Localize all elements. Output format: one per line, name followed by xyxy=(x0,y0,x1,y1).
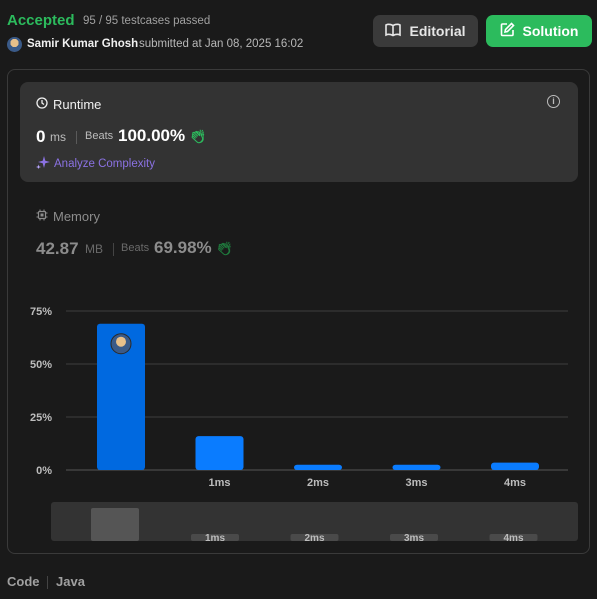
memory-title-text: Memory xyxy=(53,209,100,224)
clock-icon xyxy=(36,97,48,112)
overview-bar xyxy=(390,534,438,541)
testcases-passed: 95 / 95 testcases passed xyxy=(83,15,211,27)
editorial-button[interactable]: Editorial xyxy=(373,15,478,47)
runtime-unit: ms xyxy=(50,130,66,144)
runtime-beats-value: 100.00% 👏︎ xyxy=(118,126,206,146)
overview-label: 4ms xyxy=(503,533,523,544)
y-tick-label: 50% xyxy=(30,359,52,371)
submission-status: Accepted xyxy=(7,12,75,29)
analyze-label: Analyze Complexity xyxy=(54,157,155,170)
memory-beats-label: Beats xyxy=(121,242,150,254)
y-tick-label: 75% xyxy=(30,306,52,318)
memory-title[interactable]: Memory xyxy=(36,209,100,224)
distribution-bar xyxy=(491,462,539,470)
distribution-bar xyxy=(392,464,441,470)
user-avatar-face xyxy=(116,336,126,347)
runtime-beats-text: 100.00% xyxy=(118,126,186,145)
clap-icon: 👏︎ xyxy=(189,129,207,144)
runtime-value: 0 xyxy=(36,127,46,146)
chip-icon xyxy=(36,209,48,224)
book-icon xyxy=(385,23,402,40)
solution-label: Solution xyxy=(522,23,579,39)
x-tick-label: 3ms xyxy=(405,477,427,489)
submitted-at: submitted at Jan 08, 2025 16:02 xyxy=(139,38,304,50)
author-name[interactable]: Samir Kumar Ghosh xyxy=(27,38,139,50)
author-avatar[interactable] xyxy=(7,37,22,52)
range-selector xyxy=(51,502,578,541)
divider xyxy=(76,131,77,144)
edit-icon xyxy=(500,22,515,40)
sparkle-icon xyxy=(36,155,50,172)
memory-unit: MB xyxy=(85,242,103,256)
clap-icon: 👏︎ xyxy=(216,241,233,256)
divider xyxy=(47,576,48,589)
range-selector-handle xyxy=(91,508,139,541)
distribution-bar xyxy=(97,323,145,470)
overview-bar xyxy=(290,534,339,541)
info-icon[interactable]: i xyxy=(547,95,560,108)
distribution-bar xyxy=(195,436,244,470)
result-panel xyxy=(7,69,590,554)
overview-bar xyxy=(191,534,239,541)
memory-beats-text: 69.98% xyxy=(154,238,212,257)
distribution-bar xyxy=(294,464,342,470)
runtime-title-text: Runtime xyxy=(53,97,102,112)
memory-value: 42.87 xyxy=(36,239,79,258)
runtime-card[interactable] xyxy=(20,82,578,182)
y-tick-label: 0% xyxy=(36,465,52,477)
overview-label: 2ms xyxy=(304,533,324,544)
code-label: Code xyxy=(7,574,40,589)
language-label[interactable]: Java xyxy=(56,574,85,589)
overview-label: 3ms xyxy=(404,533,424,544)
x-tick-label: 1ms xyxy=(208,477,230,489)
analyze-complexity-link[interactable]: Analyze Complexity xyxy=(36,155,155,172)
runtime-title: Runtime xyxy=(36,97,101,112)
overview-label: 1ms xyxy=(205,533,225,544)
memory-beats-value: 69.98% 👏︎ xyxy=(154,238,233,258)
runtime-beats-label: Beats xyxy=(85,130,114,142)
divider xyxy=(113,243,114,256)
y-tick-label: 25% xyxy=(30,412,52,424)
overview-bar xyxy=(489,534,538,541)
x-tick-label: 4ms xyxy=(504,477,526,489)
x-tick-label: 2ms xyxy=(307,477,329,489)
editorial-label: Editorial xyxy=(409,23,466,39)
solution-button[interactable]: Solution xyxy=(486,15,592,47)
